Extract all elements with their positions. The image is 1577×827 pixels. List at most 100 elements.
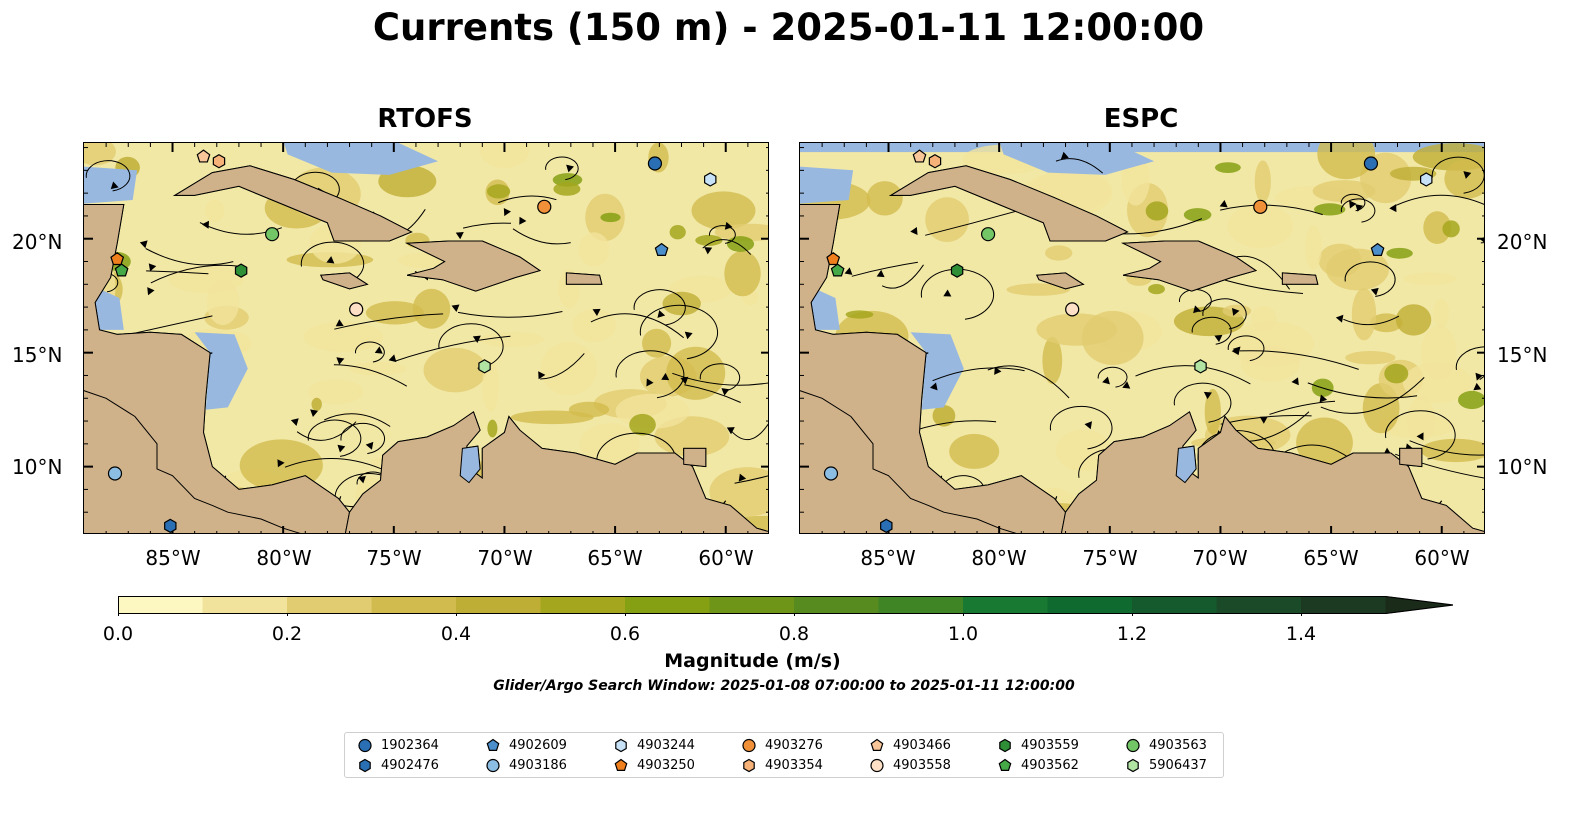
legend-label: 5906437 bbox=[1149, 757, 1207, 773]
map-panel-espc bbox=[799, 142, 1485, 534]
xtick-label: 85°W bbox=[860, 546, 916, 570]
legend-item: 4902476 bbox=[357, 757, 439, 773]
ytick-label: 10°N bbox=[12, 455, 63, 479]
legend-label: 4902476 bbox=[381, 757, 439, 773]
legend-item: 4903186 bbox=[485, 757, 567, 773]
circle-marker-icon bbox=[1126, 738, 1140, 753]
legend-label: 4903244 bbox=[637, 737, 695, 753]
legend-label: 4903563 bbox=[1149, 737, 1207, 753]
legend-item: 4903562 bbox=[997, 757, 1079, 773]
pentagon-marker-icon bbox=[614, 758, 628, 771]
hexagon-marker-icon bbox=[359, 758, 371, 773]
xtick-label: 65°W bbox=[587, 546, 643, 570]
legend-label: 4903559 bbox=[1021, 737, 1079, 753]
pentagon-marker-icon bbox=[870, 738, 884, 751]
legend-item: 4903563 bbox=[1125, 737, 1207, 753]
float-marker-4903186 bbox=[823, 466, 839, 481]
pentagon-marker-icon bbox=[998, 758, 1012, 771]
float-marker-4902609 bbox=[1370, 242, 1385, 256]
hexagon-marker-icon bbox=[999, 738, 1011, 753]
legend-item: 1902364 bbox=[357, 737, 439, 753]
float-marker-4903563 bbox=[980, 227, 996, 242]
colorbar-tick: 0.4 bbox=[440, 623, 472, 645]
float-marker-4903466 bbox=[912, 149, 927, 163]
figure-title: Currents (150 m) - 2025-01-11 12:00:00 bbox=[372, 6, 1205, 49]
float-marker-5906437 bbox=[478, 359, 491, 374]
legend-label: 4902609 bbox=[509, 737, 567, 753]
colorbar-tick: 0.2 bbox=[271, 623, 303, 645]
float-marker-4903466 bbox=[196, 149, 211, 163]
legend-item: 4902609 bbox=[485, 737, 567, 753]
float-marker-4903559 bbox=[234, 263, 248, 278]
float-marker-4903558 bbox=[349, 302, 364, 317]
ytick-label: 15°N bbox=[12, 343, 63, 367]
circle-marker-icon bbox=[486, 758, 500, 773]
float-marker-4903354 bbox=[928, 154, 942, 169]
legend-item: 5906437 bbox=[1125, 757, 1207, 773]
float-marker-4903558 bbox=[1065, 302, 1080, 317]
float-marker-4903276 bbox=[1253, 199, 1268, 214]
legend-label: 4903466 bbox=[893, 737, 951, 753]
legend-label: 4903276 bbox=[765, 737, 823, 753]
legend-item: 4903250 bbox=[613, 757, 695, 773]
map-canvas bbox=[84, 143, 768, 533]
circle-marker-icon bbox=[870, 758, 884, 773]
ytick-label: 20°N bbox=[12, 230, 63, 254]
float-marker-4903250 bbox=[110, 251, 125, 266]
colorbar-tick: 1.2 bbox=[1116, 623, 1148, 645]
circle-marker-icon bbox=[358, 738, 372, 753]
legend-label: 4903562 bbox=[1021, 757, 1079, 773]
legend-item: 4903559 bbox=[997, 737, 1079, 753]
legend-item: 4903244 bbox=[613, 737, 695, 753]
panel-title-espc: ESPC bbox=[1103, 104, 1179, 134]
hexagon-marker-icon bbox=[615, 738, 627, 753]
xtick-label: 85°W bbox=[145, 546, 201, 570]
legend-label: 1902364 bbox=[381, 737, 439, 753]
xtick-label: 60°W bbox=[1414, 546, 1470, 570]
float-marker-4902476 bbox=[880, 518, 893, 533]
xtick-label: 70°W bbox=[1192, 546, 1248, 570]
float-marker-4903244 bbox=[704, 172, 717, 187]
xtick-label: 80°W bbox=[971, 546, 1027, 570]
legend-label: 4903186 bbox=[509, 757, 567, 773]
xtick-label: 80°W bbox=[256, 546, 312, 570]
ytick-label: 20°N bbox=[1497, 230, 1548, 254]
legend-item: 4903354 bbox=[741, 757, 823, 773]
panel-title-rtofs: RTOFS bbox=[377, 104, 473, 134]
colorbar-tick: 0.8 bbox=[778, 623, 810, 645]
legend-item: 4903466 bbox=[869, 737, 951, 753]
float-marker-4903354 bbox=[212, 154, 226, 169]
colorbar-tick: 1.4 bbox=[1285, 623, 1317, 645]
float-marker-5906437 bbox=[1194, 359, 1207, 374]
float-marker-4903250 bbox=[826, 251, 841, 266]
legend-label: 4903558 bbox=[893, 757, 951, 773]
float-marker-4903186 bbox=[107, 466, 123, 481]
float-marker-4903276 bbox=[537, 199, 552, 214]
float-marker-4903559 bbox=[950, 263, 964, 278]
xtick-label: 75°W bbox=[366, 546, 422, 570]
legend-item: 4903558 bbox=[869, 757, 951, 773]
float-marker-4902609 bbox=[654, 242, 669, 256]
float-legend: 1902364 4902476 4902609 4903186 4903244 … bbox=[344, 732, 1224, 778]
ytick-label: 10°N bbox=[1497, 455, 1548, 479]
circle-marker-icon bbox=[742, 738, 756, 753]
hexagon-marker-icon bbox=[1127, 758, 1139, 773]
colorbar-tick: 0.0 bbox=[102, 623, 134, 645]
hexagon-marker-icon bbox=[743, 758, 755, 773]
colorbar-tick: 0.6 bbox=[609, 623, 641, 645]
pentagon-marker-icon bbox=[486, 738, 500, 751]
float-marker-4903563 bbox=[264, 227, 280, 242]
legend-label: 4903354 bbox=[765, 757, 823, 773]
search-window-text: Glider/Argo Search Window: 2025-01-08 07… bbox=[493, 678, 1075, 694]
legend-item: 4903276 bbox=[741, 737, 823, 753]
xtick-label: 75°W bbox=[1082, 546, 1138, 570]
legend-label: 4903250 bbox=[637, 757, 695, 773]
xtick-label: 60°W bbox=[698, 546, 754, 570]
colorbar-label: Magnitude (m/s) bbox=[664, 650, 841, 672]
ytick-label: 15°N bbox=[1497, 343, 1548, 367]
map-canvas bbox=[800, 143, 1484, 533]
float-marker-4903562 bbox=[114, 263, 129, 277]
float-marker-4903244 bbox=[1420, 172, 1433, 187]
colorbar-tick: 1.0 bbox=[947, 623, 979, 645]
float-marker-1902364 bbox=[647, 156, 663, 171]
